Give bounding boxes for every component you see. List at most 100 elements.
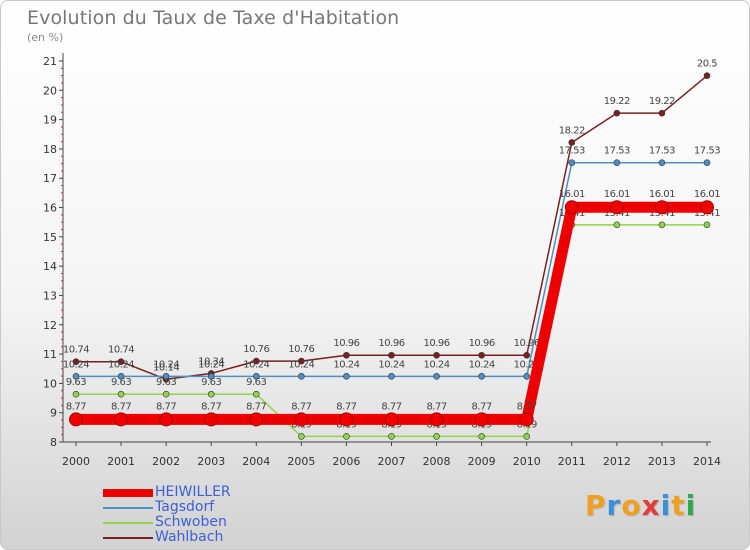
logo-letter: i xyxy=(660,489,672,522)
data-point-wahlbach xyxy=(568,139,576,146)
data-point-wahlbach xyxy=(72,358,80,365)
data-label-tagsdorf: 17.53 xyxy=(649,146,675,157)
data-point-wahlbach xyxy=(252,357,260,365)
data-point-schwoben xyxy=(298,433,305,440)
data-point-heiwiller xyxy=(384,412,399,427)
y-tick-label: 12 xyxy=(43,319,57,332)
data-point-schwoben xyxy=(72,390,80,398)
x-tick-label: 2011 xyxy=(558,455,586,468)
proxiti-logo[interactable]: Proxiti xyxy=(585,489,696,522)
data-label-heiwiller: 8.77 xyxy=(472,401,492,412)
data-label-heiwiller: 8.77 xyxy=(111,401,131,412)
series-line-wahlbach xyxy=(75,74,708,381)
legend-swatch-schwoben xyxy=(103,522,153,524)
data-label-tagsdorf: 10.24 xyxy=(63,359,89,370)
data-point-wahlbach xyxy=(117,358,125,365)
y-tick-label: 13 xyxy=(43,289,57,302)
x-tick-label: 2013 xyxy=(648,455,676,468)
data-label-schwoben: 9.63 xyxy=(156,377,176,388)
data-point-schwoben xyxy=(703,221,711,229)
data-point-heiwiller xyxy=(249,412,264,427)
data-point-heiwiller xyxy=(204,412,219,427)
x-tick-label: 2014 xyxy=(693,455,721,468)
legend-swatch-tagsdorf xyxy=(103,507,153,509)
data-label-tagsdorf: 10.24 xyxy=(288,359,314,370)
data-point-schwoben xyxy=(433,433,440,440)
data-label-tagsdorf: 10.24 xyxy=(198,359,224,370)
data-label-tagsdorf: 10.24 xyxy=(153,359,179,370)
x-tick-label: 2005 xyxy=(287,455,315,468)
data-point-heiwiller xyxy=(114,412,129,427)
data-point-schwoben xyxy=(117,390,125,398)
data-point-heiwiller xyxy=(429,412,444,427)
data-label-wahlbach: 10.34 xyxy=(198,356,224,367)
data-point-schwoben xyxy=(613,221,621,229)
data-point-tagsdorf xyxy=(72,373,80,380)
data-label-schwoben: 9.63 xyxy=(111,377,131,388)
data-label-heiwiller: 8.77 xyxy=(66,401,86,412)
data-point-schwoben xyxy=(252,390,260,398)
data-label-tagsdorf: 10.24 xyxy=(469,359,495,370)
data-label-heiwiller: 8.77 xyxy=(246,401,266,412)
data-label-schwoben: 9.63 xyxy=(246,377,266,388)
data-label-wahlbach: 10.96 xyxy=(514,338,540,349)
y-tick-label: 19 xyxy=(43,114,57,127)
data-point-wahlbach xyxy=(613,109,621,117)
data-point-heiwiller xyxy=(609,200,624,215)
y-tick-label: 14 xyxy=(43,260,57,273)
data-label-heiwiller: 16.01 xyxy=(559,189,585,200)
data-label-wahlbach: 10.96 xyxy=(424,338,450,349)
data-label-tagsdorf: 17.53 xyxy=(694,146,720,157)
legend-swatch-wahlbach xyxy=(103,537,153,539)
data-point-heiwiller xyxy=(519,412,534,427)
y-tick-label: 17 xyxy=(43,172,57,185)
data-point-wahlbach xyxy=(658,109,666,117)
data-label-heiwiller: 8.77 xyxy=(156,401,176,412)
data-label-wahlbach: 10.74 xyxy=(63,345,89,356)
data-label-wahlbach: 10.76 xyxy=(288,344,314,355)
data-label-heiwiller: 16.01 xyxy=(649,189,675,200)
data-label-wahlbach: 19.22 xyxy=(604,96,630,107)
y-tick-label: 10 xyxy=(43,377,57,390)
data-point-wahlbach xyxy=(298,357,305,365)
chart-title: Evolution du Taux de Taxe d'Habitation xyxy=(27,7,400,29)
y-tick-label: 8 xyxy=(50,436,57,449)
data-point-wahlbach xyxy=(433,351,440,359)
data-label-tagsdorf: 10.24 xyxy=(378,359,404,370)
logo-letter: t xyxy=(671,489,686,522)
data-point-schwoben xyxy=(523,433,531,440)
data-label-wahlbach: 10.74 xyxy=(108,345,134,356)
data-point-wahlbach xyxy=(388,351,395,359)
data-point-schwoben xyxy=(478,433,485,440)
data-label-wahlbach: 10.14 xyxy=(153,362,179,373)
legend-label-tagsdorf: Tagsdorf xyxy=(155,499,215,515)
data-point-tagsdorf xyxy=(613,159,621,166)
data-point-heiwiller xyxy=(474,412,489,427)
legend-label-heiwiller: HEIWILLER xyxy=(155,484,231,500)
data-point-schwoben xyxy=(658,221,666,229)
data-point-heiwiller xyxy=(294,412,309,427)
data-point-tagsdorf xyxy=(523,373,531,380)
data-label-tagsdorf: 10.24 xyxy=(514,359,540,370)
data-point-tagsdorf xyxy=(207,373,215,380)
data-point-tagsdorf xyxy=(162,373,170,380)
data-label-heiwiller: 8.77 xyxy=(201,401,221,412)
x-tick-label: 2000 xyxy=(62,455,90,468)
x-tick-label: 2003 xyxy=(197,455,225,468)
data-point-tagsdorf xyxy=(298,373,305,380)
x-tick-label: 2006 xyxy=(332,455,360,468)
data-label-tagsdorf: 10.24 xyxy=(333,359,359,370)
data-label-schwoben: 9.63 xyxy=(201,377,221,388)
y-tick-label: 16 xyxy=(43,202,57,215)
data-label-wahlbach: 20.5 xyxy=(697,59,717,70)
data-point-tagsdorf xyxy=(117,373,125,380)
data-label-tagsdorf: 17.53 xyxy=(559,146,585,157)
data-point-schwoben xyxy=(343,433,350,440)
data-point-heiwiller xyxy=(564,200,579,215)
y-tick-label: 11 xyxy=(43,348,57,361)
data-label-heiwiller: 8.77 xyxy=(291,401,311,412)
data-point-wahlbach xyxy=(703,72,711,79)
x-tick-label: 2004 xyxy=(242,455,270,468)
data-point-wahlbach xyxy=(343,351,350,359)
data-point-schwoben xyxy=(162,390,170,398)
